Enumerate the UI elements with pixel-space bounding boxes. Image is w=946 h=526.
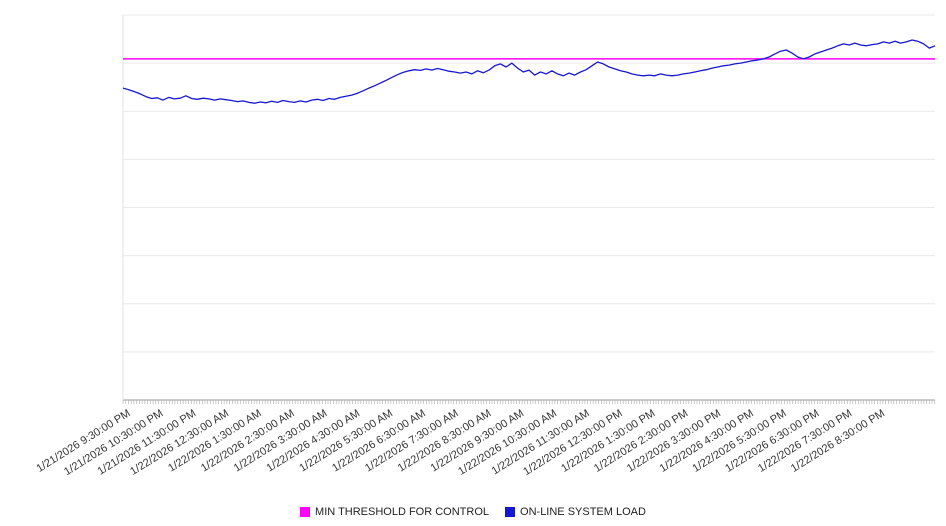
x-axis-labels: 1/21/2026 9:30:00 PM1/21/2026 10:30:00 P… bbox=[34, 407, 887, 478]
legend-swatch-icon bbox=[300, 507, 311, 517]
gridlines bbox=[123, 14, 935, 401]
legend-label: MIN THRESHOLD FOR CONTROL bbox=[315, 506, 490, 518]
x-axis-minor-ticks bbox=[122, 400, 936, 404]
load-line bbox=[122, 39, 936, 104]
load-chart: 1/21/2026 9:30:00 PM1/21/2026 10:30:00 P… bbox=[34, 14, 936, 478]
legend-item: ON-LINE SYSTEM LOAD bbox=[505, 506, 646, 518]
legend-swatch-icon bbox=[505, 507, 516, 517]
legend-label: ON-LINE SYSTEM LOAD bbox=[520, 506, 646, 518]
legend-item: MIN THRESHOLD FOR CONTROL bbox=[300, 506, 489, 518]
legend: MIN THRESHOLD FOR CONTROL ON-LINE SYSTEM … bbox=[0, 506, 946, 518]
